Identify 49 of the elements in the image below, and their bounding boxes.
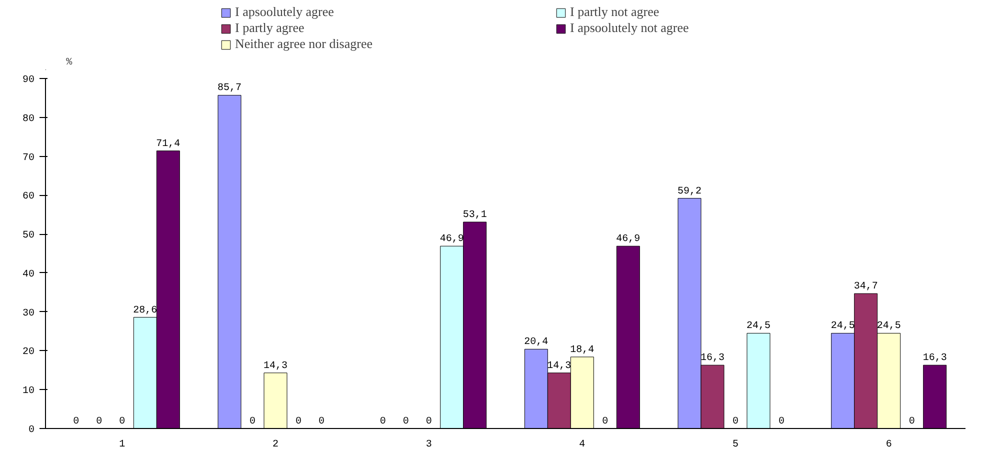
data-label: 0 (426, 416, 432, 428)
data-label: 24,5 (876, 321, 901, 332)
data-label: 0 (778, 416, 785, 428)
y-tick-label: 0 (28, 425, 35, 436)
data-label: 28,6 (133, 305, 158, 316)
x-tick-label: 3 (426, 440, 432, 450)
legend-label: I partly not agree (570, 4, 660, 20)
y-tick-label: 70 (22, 152, 35, 164)
data-label: 0 (602, 416, 608, 428)
x-tick-label: 1 (119, 440, 126, 450)
data-label: 46,9 (616, 234, 640, 246)
x-tick-label: 5 (732, 440, 739, 450)
data-label: 16,3 (700, 353, 725, 364)
legend-label: Neither agree nor disagree (235, 36, 374, 52)
data-label: 0 (732, 416, 739, 428)
data-label: 24,5 (746, 321, 771, 332)
data-label: 53,1 (462, 210, 487, 221)
y-tick-label: 60 (22, 192, 35, 203)
y-tick-label: 80 (22, 114, 35, 125)
data-label: 85,7 (218, 83, 242, 94)
x-tick-label: 2 (272, 440, 279, 450)
data-label: 59,2 (678, 186, 702, 198)
data-label: 0 (296, 416, 302, 428)
y-tick-label: 20 (22, 347, 35, 358)
data-label: 14,3 (264, 360, 288, 372)
data-label: 71,4 (156, 138, 180, 150)
data-label: 0 (119, 416, 126, 428)
data-label: 0 (908, 416, 915, 428)
data-label: 0 (402, 416, 409, 428)
y-tick-label: 90 (22, 75, 35, 86)
y-tick-label: 30 (22, 308, 35, 320)
y-tick-label: 10 (22, 386, 35, 398)
data-label: 20,4 (524, 337, 548, 348)
data-label: 0 (318, 416, 325, 428)
data-label: 0 (250, 416, 256, 428)
data-label: 16,3 (922, 353, 947, 364)
y-tick-label: 50 (22, 230, 35, 242)
legend-label: I partly agree (235, 20, 306, 36)
data-label: 34,7 (854, 282, 878, 293)
data-label: 18,4 (570, 344, 594, 356)
data-label: 0 (380, 416, 386, 428)
y-tick-label: 40 (22, 269, 35, 280)
x-tick-label: 4 (579, 440, 586, 450)
y-axis-title: % (66, 58, 72, 68)
legend-label: I apsoolutely agree (235, 4, 335, 20)
x-tick-label: 6 (886, 440, 892, 450)
data-label: 0 (96, 416, 102, 428)
data-label: 0 (73, 416, 80, 428)
legend-label: I apsoolutely not agree (570, 20, 690, 36)
